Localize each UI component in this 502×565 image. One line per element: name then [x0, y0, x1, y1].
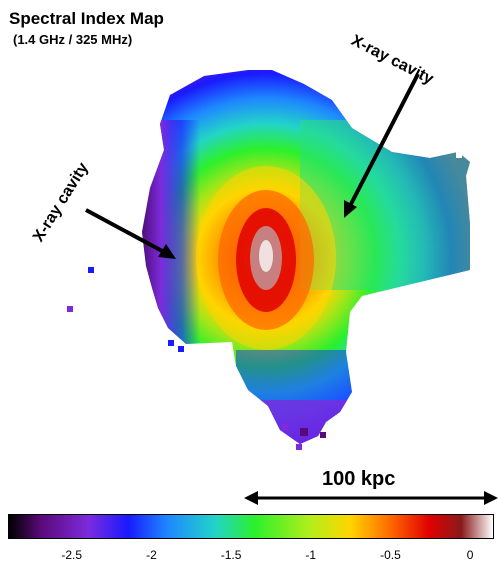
map-subtitle: (1.4 GHz / 325 MHz) [13, 32, 133, 47]
arrow-left [85, 208, 176, 259]
scale-bar-label: 100 kpc [322, 468, 396, 490]
colorbar-tick-label: -1 [305, 548, 317, 562]
arrow-right [344, 73, 420, 218]
colorbar-tick-label: -0.5 [380, 548, 401, 562]
colorbar-tick-label: -2.5 [61, 548, 83, 562]
colorbar-tick-label: 0 [466, 548, 474, 562]
pixel-specks [67, 152, 462, 450]
colorbar-tick-label: -1.5 [220, 548, 242, 562]
map-title: Spectral Index Map [9, 9, 164, 28]
emission-region [142, 70, 470, 444]
scale-bar [244, 491, 498, 505]
spectral-index-colorbar [8, 514, 494, 539]
colorbar-tick-label: -2 [146, 548, 157, 562]
